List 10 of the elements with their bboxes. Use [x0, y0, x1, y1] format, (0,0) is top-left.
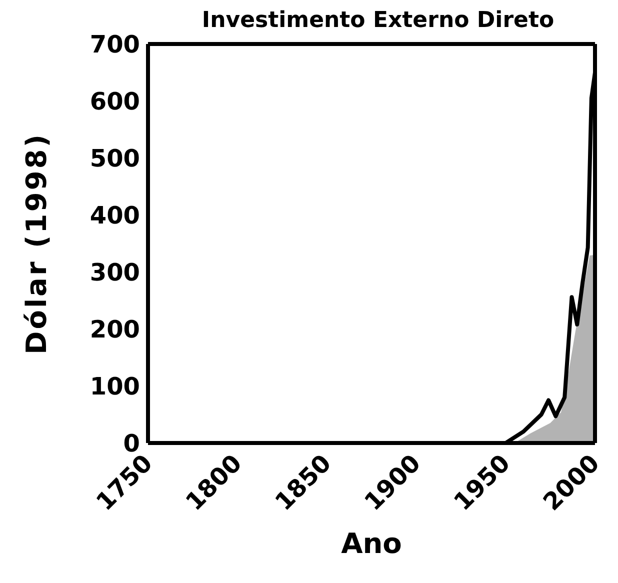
- y-tick-label: 700: [90, 30, 140, 59]
- y-tick-label: 400: [90, 202, 140, 230]
- y-tick-label: 500: [90, 144, 140, 173]
- y-tick-label: 600: [90, 88, 140, 116]
- chart-title: Investimento Externo Direto: [200, 8, 556, 33]
- y-axis-title: Dólar (1998): [20, 132, 53, 355]
- x-axis-title: Ano: [341, 527, 402, 560]
- y-tick-label: 100: [90, 372, 140, 401]
- y-tick-label: 200: [90, 316, 140, 344]
- y-tick-label: 300: [90, 258, 140, 287]
